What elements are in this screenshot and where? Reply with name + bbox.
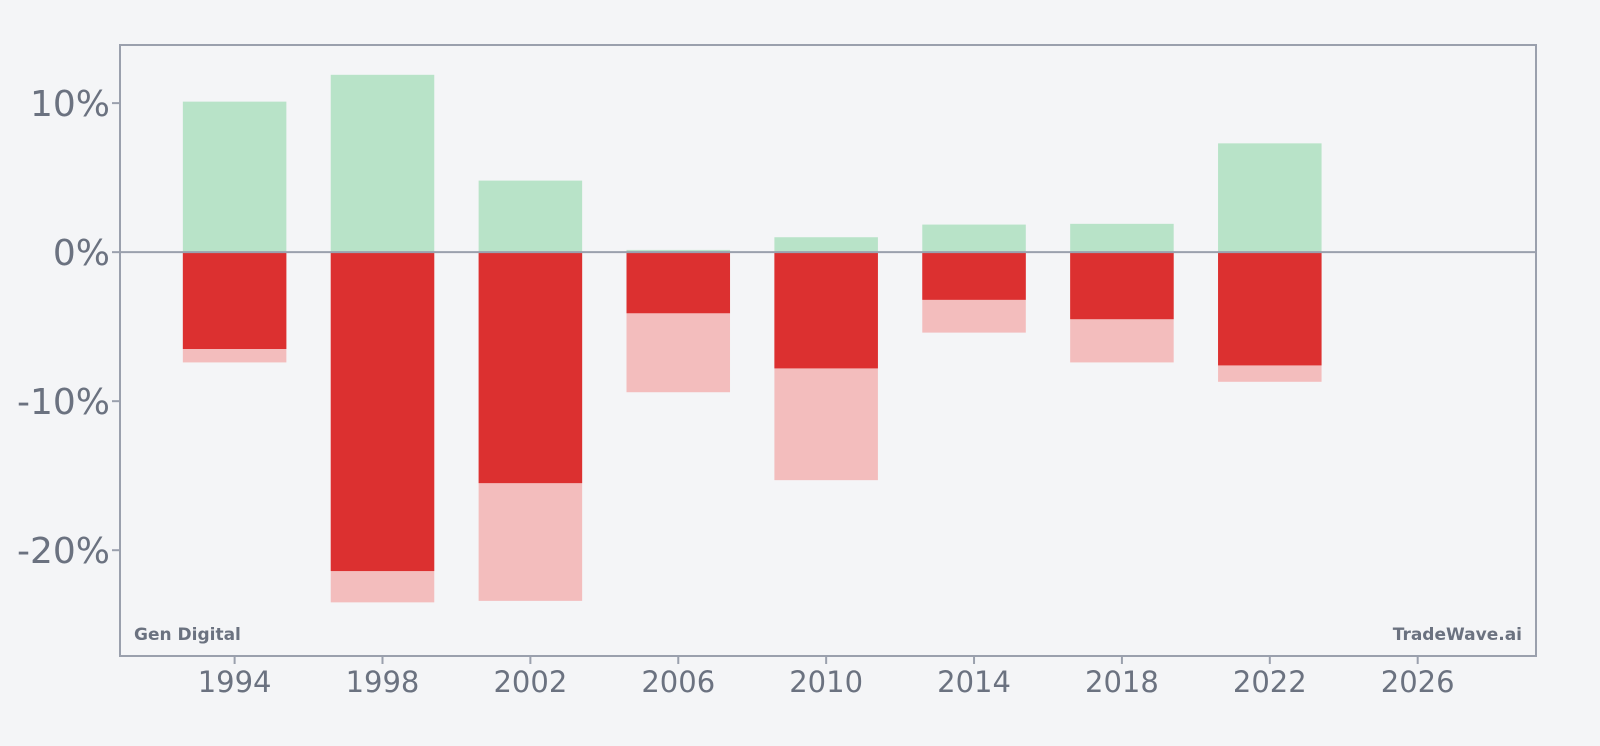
bar-max-gain-2022 xyxy=(1218,143,1322,253)
x-axis: 1994 1998 2002 2006 2010 2014 2018 2022 2026 xyxy=(198,656,1455,699)
bar-close-2006 xyxy=(626,252,731,314)
bar-close-2010 xyxy=(774,252,878,369)
bar-close-2014 xyxy=(922,252,1026,300)
bar-close-1994 xyxy=(182,252,287,350)
plot-frame xyxy=(119,44,1537,657)
x-tick-label: 2026 xyxy=(1381,665,1455,699)
bar-max-gain-1994 xyxy=(182,101,287,253)
x-tick-label: 2006 xyxy=(641,665,715,699)
bar-max-gain-2002 xyxy=(478,180,583,253)
y-tick-label: -10% xyxy=(17,382,110,423)
bar-close-1998 xyxy=(330,252,435,572)
x-tick-label: 2022 xyxy=(1233,665,1307,699)
x-tick-label: 2010 xyxy=(789,665,863,699)
bar-close-2018 xyxy=(1070,252,1174,320)
y-axis: 10% 0% -10% -20% xyxy=(17,84,120,572)
bar-max-gain-2010 xyxy=(774,237,878,253)
bar-max-gain-2018 xyxy=(1070,223,1174,253)
y-tick-label: 0% xyxy=(53,233,110,274)
y-tick-label: 10% xyxy=(30,84,110,125)
x-tick-label: 2014 xyxy=(937,665,1011,699)
bar-max-gain-2006 xyxy=(626,249,731,253)
bars-group xyxy=(182,74,1322,603)
y-tick-label: -20% xyxy=(17,531,110,572)
x-tick-label: 2018 xyxy=(1085,665,1159,699)
bar-close-2002 xyxy=(478,252,583,484)
x-tick-label: 1994 xyxy=(198,665,272,699)
watermark-company: Gen Digital xyxy=(134,625,241,645)
bar-max-gain-2014 xyxy=(922,224,1026,253)
bar-max-gain-1998 xyxy=(330,74,435,253)
x-tick-label: 1998 xyxy=(346,665,420,699)
watermark-brand: TradeWave.ai xyxy=(1393,625,1522,645)
x-tick-label: 2002 xyxy=(493,665,567,699)
bar-close-2022 xyxy=(1218,252,1322,366)
